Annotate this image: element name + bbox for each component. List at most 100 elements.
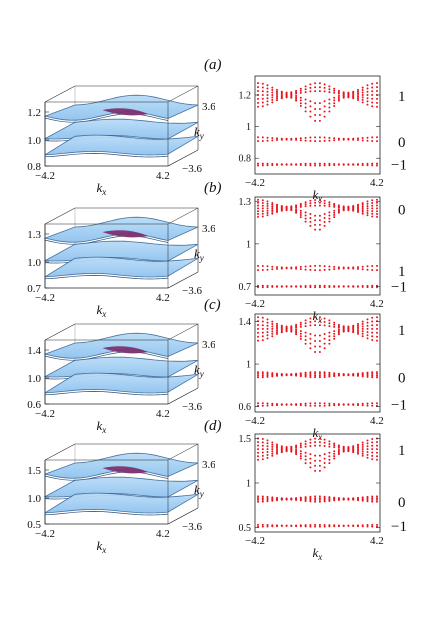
spectrum-point xyxy=(276,324,278,327)
spectrum-point xyxy=(295,331,298,334)
ky-tick-label: −3.6 xyxy=(182,163,202,175)
spectrum-point xyxy=(323,497,326,500)
chern-number: −1 xyxy=(391,398,407,414)
spectrum-point xyxy=(261,371,264,374)
plot-frame xyxy=(254,196,381,296)
spectrum-point xyxy=(333,96,336,99)
spectrum-point xyxy=(318,372,321,375)
spectrum-point xyxy=(347,137,350,140)
spectrum-point xyxy=(376,441,378,443)
spectrum-point xyxy=(361,450,364,453)
spectrum-point xyxy=(366,337,369,340)
spectrum-point xyxy=(271,325,274,328)
spectrum-point xyxy=(261,327,264,330)
spectrum-point xyxy=(361,524,364,527)
spectrum-point xyxy=(366,90,369,93)
spectrum-point xyxy=(290,285,293,288)
spectrum-point xyxy=(357,163,359,166)
spectrum-point xyxy=(304,220,307,223)
spectrum-point xyxy=(280,205,283,207)
spectrum-point xyxy=(333,91,336,94)
spectrum-point xyxy=(371,215,374,218)
spectrum-point xyxy=(257,164,259,167)
spectrum-point xyxy=(266,331,269,334)
spectrum-point xyxy=(376,264,378,267)
spectrum-point xyxy=(276,203,278,206)
spectrum-point xyxy=(261,523,264,526)
spectrum-point xyxy=(323,268,326,271)
spectrum-point xyxy=(371,97,374,100)
band-surface-plot: 1.2 1.0 0.8−4.2 4.2 kx 3.6 −3.6 ky xyxy=(27,85,215,197)
spectrum-point xyxy=(333,325,336,328)
spectrum-point xyxy=(271,402,274,405)
spectrum-point xyxy=(304,285,307,287)
y-tick-label: 0.7 xyxy=(239,282,252,293)
spectrum-point xyxy=(299,444,302,447)
spectrum-point xyxy=(357,331,359,334)
spectrum-point xyxy=(361,404,364,407)
spectrum-point xyxy=(304,339,307,341)
spectrum-point xyxy=(342,91,345,94)
spectrum-point xyxy=(266,497,269,500)
spectrum-point xyxy=(314,214,317,217)
spectrum-point xyxy=(323,139,326,142)
plot-frame xyxy=(254,433,381,533)
spectrum-point xyxy=(366,456,369,459)
spectrum-point xyxy=(328,443,331,445)
spectrum-point xyxy=(352,403,355,406)
spectrum-point xyxy=(333,99,336,102)
spectrum-point xyxy=(309,525,312,528)
spectrum-point xyxy=(271,445,274,448)
spectrum-point xyxy=(261,284,264,287)
spectrum-point xyxy=(266,498,269,501)
spectrum-point xyxy=(257,90,259,92)
chern-number: 1 xyxy=(398,264,406,280)
spectrum-point xyxy=(366,402,369,405)
spectrum-point xyxy=(337,208,340,211)
spectrum-point xyxy=(257,335,259,338)
x-tick-label: −4.2 xyxy=(245,535,265,547)
spectrum-point xyxy=(257,198,259,201)
spectrum-point xyxy=(309,445,312,447)
spectrum-point xyxy=(276,333,278,335)
z-tick-label: 1.2 xyxy=(27,107,41,119)
spectrum-point xyxy=(366,439,369,442)
spectrum-point xyxy=(323,466,326,469)
spectrum-point xyxy=(323,213,326,215)
spectrum-point xyxy=(290,266,293,269)
kx-tick-label: 4.2 xyxy=(156,292,170,304)
spectrum-point xyxy=(352,497,355,500)
z-tick-label: 0.7 xyxy=(27,283,41,295)
spectrum-point xyxy=(323,110,326,113)
z-tick-label: 0.6 xyxy=(27,399,41,411)
y-tick-label: 1 xyxy=(246,479,251,490)
spectrum-point xyxy=(266,90,269,93)
spectrum-point xyxy=(299,102,302,105)
spectrum-point xyxy=(366,212,369,214)
spectrum-point xyxy=(366,373,369,375)
chern-number: 0 xyxy=(398,202,406,218)
spectrum-point xyxy=(333,285,336,288)
kx-tick-label: −4.2 xyxy=(35,292,55,304)
spectrum-point xyxy=(361,496,364,499)
plot-frame xyxy=(44,340,199,405)
band-sheet-edge xyxy=(44,471,169,481)
spectrum-point xyxy=(323,224,326,227)
ky-tick-label: 3.6 xyxy=(202,339,215,351)
spectrum-point xyxy=(357,90,359,93)
spectrum-point xyxy=(337,98,340,101)
spectrum-point xyxy=(361,139,364,142)
spectrum-point xyxy=(304,496,307,499)
band-sheet-edge xyxy=(44,391,169,396)
spectrum-point xyxy=(361,137,364,139)
spectrum-point xyxy=(280,497,283,500)
spectrum-point xyxy=(271,496,274,499)
kx-tick-label: −4.2 xyxy=(35,408,55,420)
spectrum-point xyxy=(314,525,317,528)
spectrum-point xyxy=(318,286,321,289)
spectrum-point xyxy=(261,86,264,89)
spectrum-point xyxy=(333,139,336,142)
spectrum-point xyxy=(299,209,302,212)
spectrum-point xyxy=(276,90,278,93)
spectrum-point xyxy=(376,335,378,338)
